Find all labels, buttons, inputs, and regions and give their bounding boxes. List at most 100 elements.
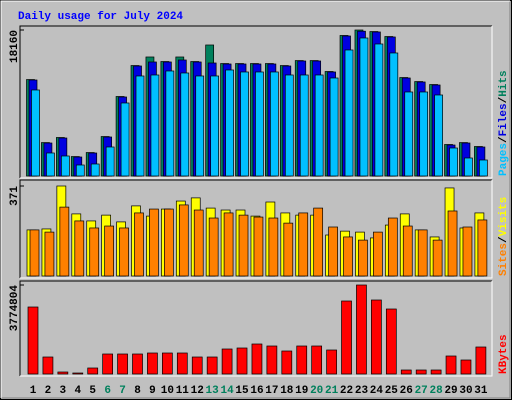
y-tick-label: 18160 — [9, 30, 21, 63]
panel-shade — [19, 179, 492, 278]
legend-entry: Visits — [498, 197, 510, 237]
bar — [46, 152, 55, 177]
bar — [44, 231, 55, 277]
bar — [343, 236, 353, 277]
y-tick-label: 371 — [9, 186, 21, 206]
bar — [417, 229, 428, 277]
bar — [147, 352, 158, 375]
bar — [432, 239, 443, 277]
bar — [223, 212, 234, 277]
x-tick-label: 18 — [280, 385, 294, 397]
bar — [132, 353, 143, 375]
legend: KBytes — [498, 334, 510, 374]
bar — [314, 74, 324, 177]
bar — [356, 284, 367, 375]
bar — [42, 356, 54, 375]
bar — [281, 350, 293, 375]
x-tick-label: 19 — [295, 385, 308, 397]
x-tick-label: 30 — [459, 385, 472, 397]
bar — [299, 74, 309, 177]
legend-entry: Sites — [498, 243, 510, 276]
bar — [445, 355, 457, 375]
bar — [371, 299, 382, 375]
bar — [328, 226, 338, 277]
bar — [210, 75, 220, 177]
bar — [75, 164, 85, 177]
bar — [104, 225, 115, 277]
bar — [359, 37, 369, 177]
x-tick-label: 15 — [235, 385, 249, 397]
x-tick-label: 11 — [176, 385, 190, 397]
bar — [240, 71, 249, 177]
bar — [90, 163, 100, 177]
bar — [74, 220, 85, 277]
x-tick-label: 12 — [191, 385, 204, 397]
bar — [208, 217, 219, 277]
bar — [462, 226, 473, 277]
x-tick-label: 2 — [45, 385, 52, 397]
x-tick-label: 28 — [430, 385, 444, 397]
bar — [268, 217, 279, 277]
x-tick-label: 23 — [355, 385, 369, 397]
bar — [447, 210, 458, 277]
bar — [430, 369, 442, 375]
bar — [180, 72, 190, 177]
bar — [72, 372, 84, 375]
legend-separator: / — [498, 96, 510, 103]
bar — [164, 208, 174, 277]
chart-title: Daily usage for July 2024 — [18, 11, 183, 23]
x-tick-label: 13 — [206, 385, 220, 397]
legend-entry: Hits — [498, 70, 510, 96]
bar — [253, 216, 264, 277]
bar — [415, 369, 427, 375]
legend-separator: / — [498, 236, 510, 243]
bar — [193, 209, 204, 277]
x-tick-label: 22 — [340, 385, 353, 397]
bar — [341, 300, 352, 375]
bar — [400, 369, 412, 375]
bar — [373, 231, 383, 277]
x-tick-label: 6 — [104, 385, 111, 397]
legend: Pages/Files/Hits — [498, 70, 510, 176]
bar — [105, 146, 115, 177]
y-tick-label: 3774804 — [9, 285, 21, 332]
bar — [479, 159, 488, 177]
x-tick-label: 4 — [74, 385, 81, 397]
x-tick-label: 9 — [149, 385, 156, 397]
bar — [326, 349, 337, 375]
bar — [255, 71, 264, 177]
bar — [191, 356, 203, 375]
x-tick-label: 5 — [89, 385, 96, 397]
bar — [270, 71, 279, 177]
bar — [195, 75, 205, 177]
x-tick-label: 26 — [400, 385, 413, 397]
bar — [238, 214, 249, 277]
bar — [206, 356, 218, 375]
bar — [162, 352, 173, 375]
bar — [149, 208, 159, 277]
bar — [344, 49, 354, 177]
bar — [251, 343, 263, 375]
x-tick-label: 1 — [30, 385, 37, 397]
bar — [385, 308, 397, 375]
x-tick-label: 29 — [444, 385, 457, 397]
bar — [266, 345, 278, 375]
bar — [134, 212, 144, 277]
bar — [404, 91, 414, 177]
bar — [236, 347, 248, 375]
bar — [477, 219, 488, 277]
x-tick-label: 7 — [119, 385, 126, 397]
bar — [176, 352, 188, 375]
bar — [117, 353, 128, 375]
bar — [178, 204, 189, 277]
bar — [460, 359, 472, 375]
legend-entry: Files — [498, 103, 510, 136]
bar — [284, 74, 294, 177]
x-tick-label: 10 — [161, 385, 174, 397]
bar — [283, 222, 294, 277]
panel-light — [20, 281, 493, 377]
bar — [419, 91, 429, 177]
bar — [135, 75, 145, 177]
bar — [150, 74, 160, 177]
